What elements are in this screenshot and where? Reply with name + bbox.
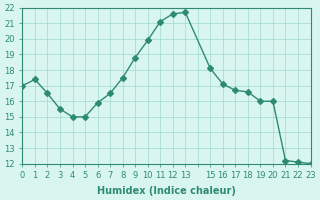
X-axis label: Humidex (Indice chaleur): Humidex (Indice chaleur) xyxy=(97,186,236,196)
